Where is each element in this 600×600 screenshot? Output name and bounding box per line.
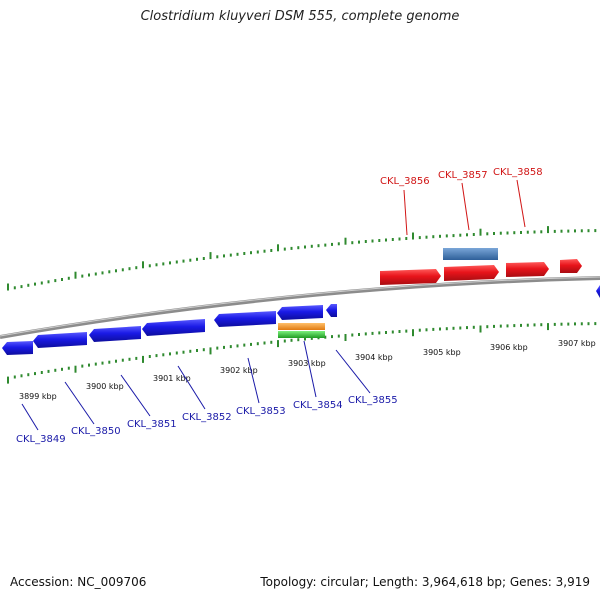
leader-line-ckl-3853 bbox=[247, 357, 260, 404]
gene-label-ckl-3851[interactable]: CKL_3851 bbox=[127, 419, 177, 430]
reverse-gene-labels: CKL_3849 CKL_3850 CKL_3851 CKL_3852 CKL_… bbox=[16, 395, 398, 445]
forward-genes bbox=[380, 259, 582, 285]
gene-arrow-ckl-3853[interactable] bbox=[214, 311, 276, 327]
gene-label-ckl-3855[interactable]: CKL_3855 bbox=[348, 395, 398, 406]
feature-block-blue[interactable] bbox=[443, 248, 498, 260]
tick-label: 3906 kbp bbox=[490, 343, 528, 352]
forward-gene-labels: CKL_3856 CKL_3857 CKL_3858 bbox=[380, 167, 543, 187]
tick-label: 3905 kbp bbox=[423, 348, 461, 357]
genome-backbone bbox=[0, 276, 600, 339]
tick-label: 3903 kbp bbox=[288, 359, 326, 368]
leader-line-ckl-3854 bbox=[303, 340, 317, 398]
gene-arrow-ckl-3854[interactable] bbox=[277, 305, 323, 320]
leader-line-ckl-3855 bbox=[335, 349, 371, 394]
gene-label-ckl-3856[interactable]: CKL_3856 bbox=[380, 176, 430, 187]
tick-label: 3907 kbp bbox=[558, 339, 596, 348]
upper-tick-row bbox=[7, 226, 597, 291]
tick-label: 3902 kbp bbox=[220, 366, 258, 375]
map-title: Clostridium kluyveri DSM 555, complete g… bbox=[140, 9, 460, 24]
leader-line-ckl-3857 bbox=[461, 182, 470, 231]
feature-block-green[interactable] bbox=[278, 331, 325, 338]
gene-arrow-ckl-3850[interactable] bbox=[33, 332, 87, 348]
tick-labels: 3899 kbp 3900 kbp 3901 kbp 3902 kbp 3903… bbox=[19, 339, 596, 401]
gene-label-ckl-3857[interactable]: CKL_3857 bbox=[438, 170, 488, 181]
gene-arrow-ckl-3858[interactable] bbox=[506, 262, 549, 277]
gene-label-ckl-3853[interactable]: CKL_3853 bbox=[236, 406, 286, 417]
leader-line-ckl-3858 bbox=[516, 179, 526, 228]
leader-line-ckl-3851 bbox=[120, 374, 151, 417]
tick-label: 3899 kbp bbox=[19, 392, 57, 401]
tick-label: 3904 kbp bbox=[355, 353, 393, 362]
gene-arrow-fragment[interactable] bbox=[596, 285, 600, 298]
genome-summary-text: Topology: circular; Length: 3,964,618 bp… bbox=[260, 575, 590, 589]
tick-label: 3901 kbp bbox=[153, 374, 191, 383]
accession-text: Accession: NC_009706 bbox=[10, 575, 147, 589]
gene-label-ckl-3852[interactable]: CKL_3852 bbox=[182, 412, 232, 423]
leader-line-ckl-3856 bbox=[403, 189, 408, 236]
gene-arrow-ckl-3855[interactable] bbox=[326, 304, 337, 317]
reverse-genes bbox=[2, 285, 600, 355]
gene-arrow-ckl-3849[interactable] bbox=[2, 341, 33, 355]
leader-line-ckl-3849 bbox=[21, 403, 39, 431]
gene-arrow-ckl-3856[interactable] bbox=[380, 269, 441, 285]
leader-line-ckl-3852 bbox=[177, 365, 206, 410]
gene-arrow-ckl-3857[interactable] bbox=[444, 265, 499, 281]
gene-arrow-ckl-3851[interactable] bbox=[89, 326, 141, 342]
gene-label-ckl-3854[interactable]: CKL_3854 bbox=[293, 400, 343, 411]
leader-lines bbox=[21, 179, 526, 431]
gene-label-ckl-3849[interactable]: CKL_3849 bbox=[16, 434, 66, 445]
gene-arrow-ckl-3852[interactable] bbox=[142, 319, 205, 336]
gene-arrow-fragment[interactable] bbox=[560, 259, 582, 273]
gene-label-ckl-3858[interactable]: CKL_3858 bbox=[493, 167, 543, 178]
leader-line-ckl-3850 bbox=[64, 381, 95, 425]
gene-label-ckl-3850[interactable]: CKL_3850 bbox=[71, 426, 121, 437]
genome-backbone-highlight bbox=[0, 276, 600, 337]
feature-block-orange[interactable] bbox=[278, 323, 325, 330]
tick-label: 3900 kbp bbox=[86, 382, 124, 391]
